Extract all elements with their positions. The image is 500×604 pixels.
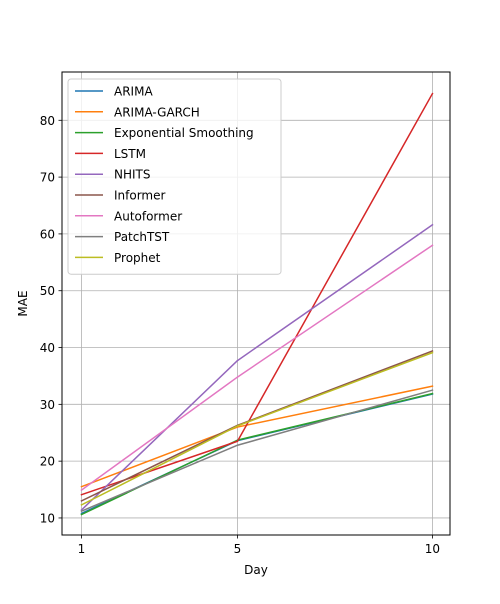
legend-label-prophet: Prophet — [114, 251, 161, 265]
x-tick-label: 1 — [78, 542, 86, 556]
legend: ARIMA ARIMA-GARCH Exponential Smoothing LST… — [67, 78, 282, 275]
y-tick-label: 50 — [40, 284, 55, 298]
legend-label-lstm: LSTM — [114, 147, 146, 161]
series-line-lstm — [80, 92, 434, 496]
series-line-arima-garch — [80, 385, 434, 488]
y-tick-label: 80 — [40, 114, 55, 128]
y-tick-label: 20 — [40, 455, 55, 469]
legend-label-informer: Informer — [114, 189, 166, 203]
y-tick-label: 30 — [40, 398, 55, 412]
y-tick-label: 10 — [40, 511, 55, 525]
series-line-arima — [80, 393, 434, 515]
series-line-patchtst — [80, 389, 434, 513]
legend-label-nhits: NHITS — [114, 168, 151, 182]
y-tick-label: 70 — [40, 171, 55, 185]
y-tick-label: 60 — [40, 227, 55, 241]
series-line-prophet — [80, 351, 434, 506]
axes: 1 5 10 10 20 30 40 50 60 70 80 — [40, 114, 440, 556]
y-axis-label: MAE — [16, 290, 30, 316]
series-lines — [80, 92, 434, 516]
x-axis-label: Day — [244, 563, 268, 577]
legend-box — [67, 78, 282, 275]
series-line-nhits — [80, 223, 434, 512]
x-tick-label: 10 — [425, 542, 440, 556]
legend-label-autoformer: Autoformer — [114, 209, 182, 223]
legend-label-patchtst: PatchTST — [114, 230, 170, 244]
series-line-autoformer — [80, 244, 434, 492]
legend-label-arima-garch: ARIMA-GARCH — [114, 105, 200, 119]
legend-label-exponential-smoothing: Exponential Smoothing — [114, 126, 254, 140]
x-tick-label: 5 — [234, 542, 242, 556]
series-line-exponential-smoothing — [80, 392, 434, 516]
legend-label-arima: ARIMA — [114, 85, 153, 99]
plot-area-frame — [61, 71, 451, 536]
y-tick-label: 40 — [40, 341, 55, 355]
